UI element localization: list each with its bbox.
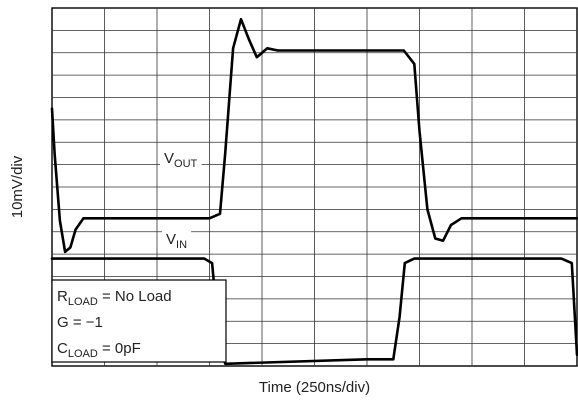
vin-trace — [50, 257, 578, 366]
vout-label-sub: OUT — [174, 158, 198, 170]
y-axis-label: 10mV/div — [9, 155, 26, 218]
svg-text:VOUT: VOUT — [164, 150, 198, 170]
cond-gain: G = −1 — [57, 314, 103, 331]
vin-label-sub: IN — [176, 239, 187, 251]
x-axis-label: Time (250ns/div) — [259, 379, 370, 396]
vout-trace — [50, 17, 578, 254]
svg-text:VIN: VIN — [166, 231, 187, 251]
vin-label-main: V — [166, 231, 176, 248]
cond-rload: RLOAD = No Load — [57, 288, 172, 308]
vout-label-main: V — [164, 150, 174, 167]
cond-cload: CLOAD = 0pF — [57, 340, 141, 360]
vout-label: VOUT — [160, 149, 202, 171]
traces — [50, 17, 578, 366]
conditions-box: RLOAD = No Load G = −1 CLOAD = 0pF — [51, 279, 227, 363]
vin-label: VIN — [162, 230, 192, 252]
